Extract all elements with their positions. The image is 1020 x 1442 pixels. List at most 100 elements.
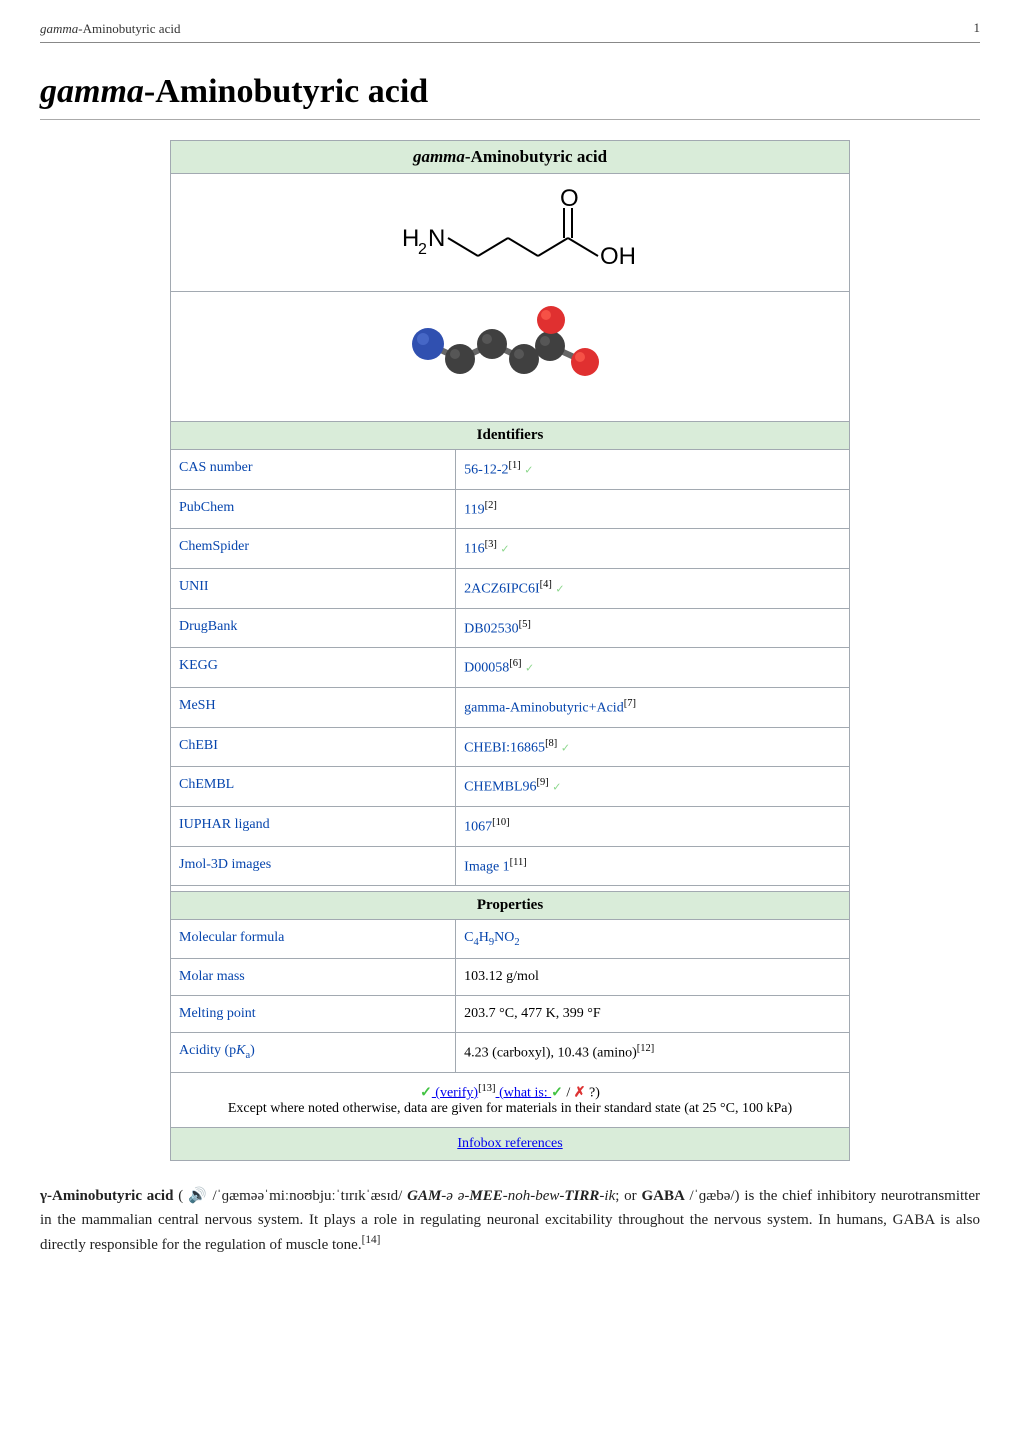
caption-rest: -Aminobutyric acid [465, 147, 607, 166]
meltingpoint-value: 203.7 °C, 477 K, 399 °F [456, 996, 850, 1033]
mesh-label: MeSH [171, 687, 456, 727]
chebi-value-link[interactable]: CHEBI:16865 [464, 740, 545, 755]
chembl-ref: [9] [537, 777, 549, 788]
pubchem-value-link[interactable]: 119 [464, 502, 484, 517]
iuphar-label-link[interactable]: IUPHAR ligand [179, 817, 270, 832]
check-icon: ✓ [561, 742, 570, 754]
cas-label-link[interactable]: CAS number [179, 460, 253, 475]
chebi-label-link[interactable]: ChEBI [179, 738, 218, 753]
chemspider-value-link[interactable]: 116 [464, 542, 484, 557]
check-icon: ✓ [524, 465, 533, 477]
unii-label: UNII [171, 568, 456, 608]
mesh-value: gamma-Aminobutyric+Acid[7] [456, 687, 850, 727]
chemspider-label-link[interactable]: ChemSpider [179, 539, 249, 554]
speaker-icon[interactable]: 🔊 [188, 1188, 208, 1204]
jmol-label-link[interactable]: Jmol-3D images [179, 857, 271, 872]
ball-stick-image-cell [171, 292, 850, 422]
molarmass-label-link[interactable]: Molar mass [179, 969, 245, 984]
chebi-ref: [8] [545, 738, 557, 749]
title-italic: gamma [40, 73, 144, 110]
cas-value: 56-12-2[1] ✓ [456, 450, 850, 490]
molformula-link[interactable]: C4H9NO2 [464, 930, 519, 945]
caption-italic: gamma [413, 147, 465, 166]
jmol-value: Image 1[11] [456, 846, 850, 886]
acidity-value: 4.23 (carboxyl), 10.43 (amino)[12] [456, 1033, 850, 1073]
drugbank-label-link[interactable]: DrugBank [179, 619, 237, 634]
iuphar-value-link[interactable]: 1067 [464, 820, 492, 835]
kegg-label: KEGG [171, 648, 456, 688]
cas-value-link[interactable]: 56-12-2 [464, 463, 508, 478]
check-icon: ✓ [500, 544, 509, 556]
verify-ref: [13] [478, 1083, 496, 1094]
iuphar-ref: [10] [492, 817, 510, 828]
drugbank-value: DB02530[5] [456, 608, 850, 648]
page-number: 1 [974, 20, 981, 36]
meltingpoint-label-link[interactable]: Melting point [179, 1006, 256, 1021]
mesh-ref: [7] [624, 698, 636, 709]
iuphar-value: 1067[10] [456, 806, 850, 846]
kegg-value-link[interactable]: D00058 [464, 661, 509, 676]
jmol-value-link[interactable]: Image 1 [464, 859, 509, 874]
chebi-label: ChEBI [171, 727, 456, 767]
check-icon: ✓ [552, 782, 561, 794]
running-title-rest: -Aminobutyric acid [78, 21, 180, 36]
check-icon: ✓ [551, 1085, 563, 1100]
pubchem-label-link[interactable]: PubChem [179, 500, 234, 515]
svg-text:2: 2 [418, 241, 427, 258]
drugbank-value-link[interactable]: DB02530 [464, 621, 518, 636]
acidity-label-link[interactable]: Acidity (pKa) [179, 1043, 255, 1058]
mesh-label-link[interactable]: MeSH [179, 698, 216, 713]
check-icon: ✓ [420, 1085, 432, 1100]
unii-label-link[interactable]: UNII [179, 579, 209, 594]
unii-value: 2ACZ6IPC6I[4] ✓ [456, 568, 850, 608]
chembl-value: CHEMBL96[9] ✓ [456, 767, 850, 807]
title-rest: -Aminobutyric acid [144, 73, 428, 110]
body-paragraph-1: γ-Aminobutyric acid ( 🔊 /ˈɡæməəˈmiːnoʊbj… [40, 1185, 980, 1257]
molarmass-value: 103.12 g/mol [456, 959, 850, 996]
chemspider-value: 116[3] ✓ [456, 529, 850, 569]
drugbank-ref: [5] [519, 619, 531, 630]
svg-text:N: N [428, 225, 445, 252]
page-title: gamma-Aminobutyric acid [40, 73, 980, 120]
chembl-value-link[interactable]: CHEMBL96 [464, 780, 536, 795]
check-icon: ✓ [555, 584, 564, 596]
infobox-refs-footer: Infobox references [171, 1128, 850, 1161]
molarmass-label: Molar mass [171, 959, 456, 996]
svg-text:OH: OH [600, 243, 636, 270]
mesh-value-link[interactable]: gamma-Aminobutyric+Acid [464, 701, 624, 716]
ipa1: /ˈɡæməəˈmiːnoʊbjuːˈtɪrɪkˈæsɪd/ [208, 1188, 407, 1204]
check-icon: ✓ [525, 663, 534, 675]
chembl-label-link[interactable]: ChEMBL [179, 777, 234, 792]
properties-header: Properties [171, 892, 850, 920]
infobox-caption: gamma-Aminobutyric acid [171, 141, 850, 174]
verify-link[interactable]: (verify) [432, 1085, 478, 1100]
structure-image-cell: H 2 N O OH [171, 174, 850, 292]
except-text: Except where noted otherwise, data are g… [228, 1101, 792, 1116]
jmol-label: Jmol-3D images [171, 846, 456, 886]
infobox-refs-link[interactable]: Infobox references [457, 1136, 562, 1151]
cas-label: CAS number [171, 450, 456, 490]
molformula-value: C4H9NO2 [456, 920, 850, 959]
pubchem-ref: [2] [485, 500, 497, 511]
kegg-label-link[interactable]: KEGG [179, 658, 218, 673]
unii-value-link[interactable]: 2ACZ6IPC6I [464, 582, 539, 597]
bold-gaba: GABA [641, 1188, 684, 1204]
verify-what-link[interactable]: (what is: [496, 1085, 552, 1100]
body-ref-14: [14] [362, 1234, 381, 1246]
running-header: gamma-Aminobutyric acid 1 [40, 20, 980, 38]
chembl-label: ChEMBL [171, 767, 456, 807]
molformula-label-link[interactable]: Molecular formula [179, 930, 284, 945]
cas-ref: [1] [509, 460, 521, 471]
ball-stick-model [400, 304, 620, 404]
iuphar-label: IUPHAR ligand [171, 806, 456, 846]
skeletal-formula: H 2 N O OH [360, 186, 660, 274]
verify-footer: ✓ (verify)[13] (what is: ✓ / ✗ ?) Except… [171, 1072, 850, 1128]
chemspider-ref: [3] [485, 539, 497, 550]
svg-text:H: H [402, 225, 419, 252]
jmol-ref: [11] [510, 857, 527, 868]
unii-ref: [4] [540, 579, 552, 590]
header-rule [40, 42, 980, 43]
acidity-label: Acidity (pKa) [171, 1033, 456, 1073]
infobox: gamma-Aminobutyric acid H 2 N O OH [170, 140, 850, 1161]
kegg-ref: [6] [509, 658, 521, 669]
